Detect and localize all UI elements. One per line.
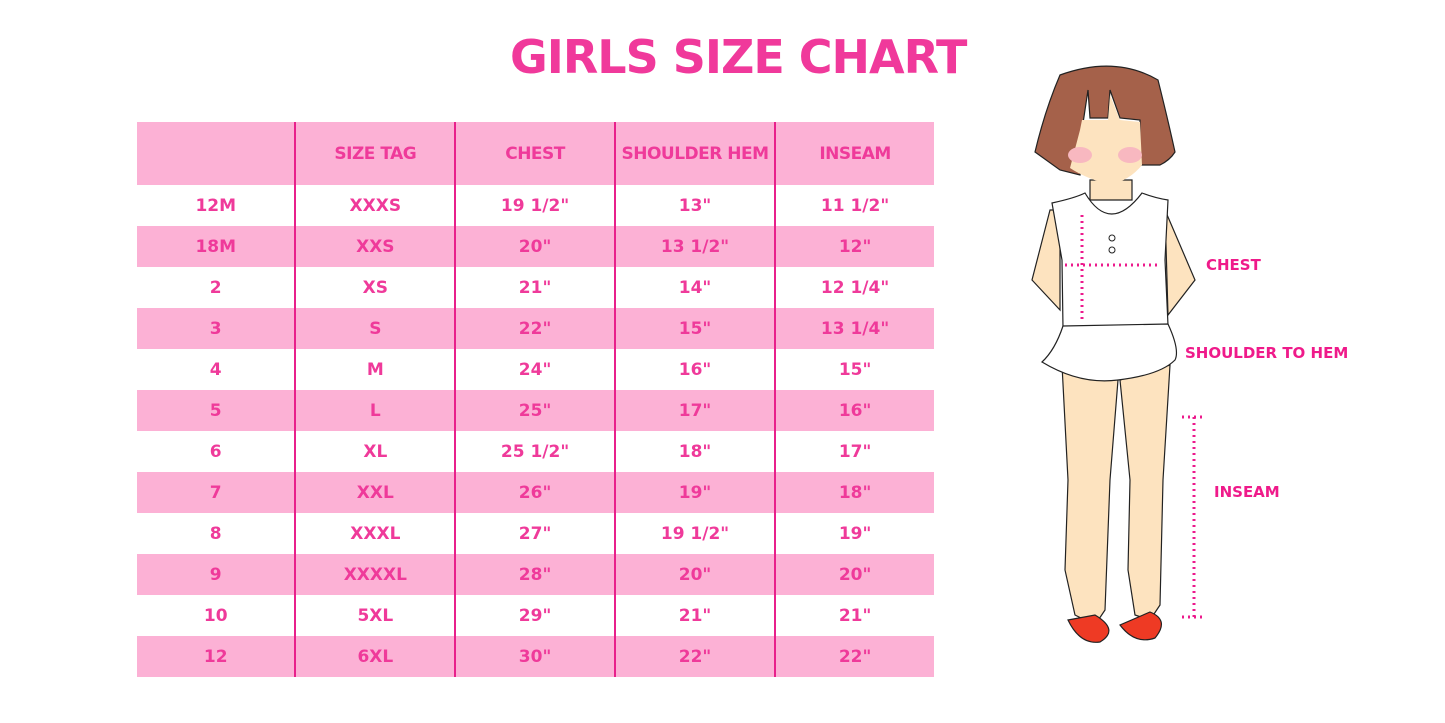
table-cell: 17" — [774, 431, 934, 472]
table-row: 12 6XL 30" 22" 22" — [137, 636, 934, 677]
table-cell: 8 — [209, 523, 222, 544]
table-cell: XXS — [294, 226, 456, 267]
table-cell: M — [294, 349, 456, 390]
table-cell: 13" — [613, 185, 776, 226]
table-cell: 19" — [774, 513, 934, 554]
table-cell: 3 — [209, 318, 222, 339]
table-cell: 19 1/2" — [454, 185, 615, 226]
table-cell: 9 — [209, 564, 222, 585]
table-cell: 2 — [209, 277, 222, 298]
table-cell: 20" — [454, 226, 615, 267]
table-cell: 21" — [613, 595, 776, 636]
inseam-label: INSEAM — [1214, 483, 1280, 501]
size-table: SIZE TAG CHEST SHOULDER HEM INSEAM 12M XXXS 1… — [137, 122, 934, 677]
table-cell: 21" — [454, 267, 615, 308]
table-cell: XXXS — [294, 185, 456, 226]
table-cell: 17" — [613, 390, 776, 431]
table-cell: 30" — [454, 636, 615, 677]
table-cell: 12" — [774, 226, 934, 267]
column-header: CHEST — [454, 122, 615, 185]
table-cell: 16" — [774, 390, 934, 431]
table-cell: 21" — [774, 595, 934, 636]
table-cell: 15" — [613, 308, 776, 349]
table-cell: 4 — [209, 359, 222, 380]
table-row: 10 5XL 29" 21" 21" — [137, 595, 934, 636]
table-cell: 13 1/2" — [613, 226, 776, 267]
table-cell: 18" — [613, 431, 776, 472]
table-row: 18M XXS 20" 13 1/2" 12" — [137, 226, 934, 267]
table-cell: 5 — [209, 400, 222, 421]
table-cell: 10 — [203, 605, 228, 626]
column-header: SIZE TAG — [294, 122, 456, 185]
table-cell: 6 — [209, 441, 222, 462]
table-cell: XL — [294, 431, 456, 472]
table-cell: 19" — [613, 472, 776, 513]
table-cell: 13 1/4" — [774, 308, 934, 349]
page-title: GIRLS SIZE CHART — [510, 30, 967, 84]
table-cell: 24" — [454, 349, 615, 390]
table-row: 9 XXXXL 28" 20" 20" — [137, 554, 934, 595]
table-cell: 18M — [195, 236, 237, 257]
table-cell: 5XL — [294, 595, 456, 636]
table-cell: 18" — [774, 472, 934, 513]
table-cell: 22" — [613, 636, 776, 677]
table-cell: 19 1/2" — [613, 513, 776, 554]
table-row: 6 XL 25 1/2" 18" 17" — [137, 431, 934, 472]
table-cell: 26" — [454, 472, 615, 513]
column-header — [137, 122, 295, 185]
table-cell: 20" — [774, 554, 934, 595]
table-row: 7 XXL 26" 19" 18" — [137, 472, 934, 513]
table-cell: 6XL — [294, 636, 456, 677]
table-cell: XXXXL — [294, 554, 456, 595]
chest-label: CHEST — [1206, 256, 1261, 274]
table-cell: 12 1/4" — [774, 267, 934, 308]
table-row: 4 M 24" 16" 15" — [137, 349, 934, 390]
table-cell: 15" — [774, 349, 934, 390]
table-cell: 20" — [613, 554, 776, 595]
table-cell: 16" — [613, 349, 776, 390]
table-cell: 22" — [454, 308, 615, 349]
table-cell: XS — [294, 267, 456, 308]
table-row: 8 XXXL 27" 19 1/2" 19" — [137, 513, 934, 554]
table-cell: 25 1/2" — [454, 431, 615, 472]
table-row: 2 XS 21" 14" 12 1/4" — [137, 267, 934, 308]
table-row: 12M XXXS 19 1/2" 13" 11 1/2" — [137, 185, 934, 226]
table-cell: 12 — [203, 646, 228, 667]
table-cell: XXL — [294, 472, 456, 513]
table-row: 3 S 22" 15" 13 1/4" — [137, 308, 934, 349]
table-cell: XXXL — [294, 513, 456, 554]
table-header-row: SIZE TAG CHEST SHOULDER HEM INSEAM — [137, 122, 934, 185]
table-cell: 25" — [454, 390, 615, 431]
table-cell: 7 — [209, 482, 222, 503]
column-header: SHOULDER HEM — [613, 122, 776, 185]
table-cell: 27" — [454, 513, 615, 554]
table-cell: L — [294, 390, 456, 431]
table-cell: S — [294, 308, 456, 349]
table-cell: 29" — [454, 595, 615, 636]
table-cell: 14" — [613, 267, 776, 308]
table-cell: 11 1/2" — [774, 185, 934, 226]
table-row: 5 L 25" 17" 16" — [137, 390, 934, 431]
table-cell: 22" — [774, 636, 934, 677]
girl-illustration — [1031, 65, 1202, 643]
shoulder-to-hem-label: SHOULDER TO HEM — [1185, 344, 1349, 362]
table-cell: 12M — [195, 195, 237, 216]
column-header: INSEAM — [774, 122, 934, 185]
table-cell: 28" — [454, 554, 615, 595]
